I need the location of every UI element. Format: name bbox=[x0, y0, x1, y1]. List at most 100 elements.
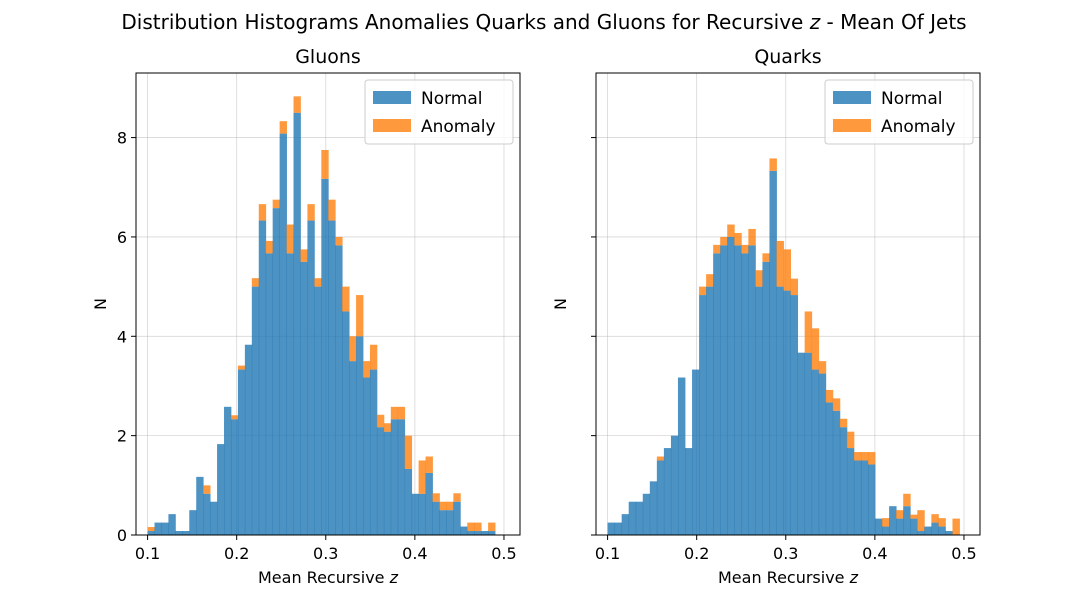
bar-anomaly bbox=[846, 431, 855, 449]
bar-anomaly bbox=[439, 501, 447, 511]
legend-swatch bbox=[373, 119, 411, 132]
bar-normal bbox=[175, 531, 183, 535]
bar-normal bbox=[300, 261, 308, 535]
bar-normal bbox=[607, 522, 616, 535]
x-tick-label: 0.4 bbox=[402, 544, 427, 563]
x-tick-label: 0.5 bbox=[491, 544, 516, 563]
bar-normal bbox=[924, 526, 932, 535]
bar-normal bbox=[635, 501, 644, 535]
bar-normal bbox=[217, 444, 225, 535]
bar-anomaly bbox=[237, 365, 246, 370]
bar-normal bbox=[481, 531, 489, 535]
bar-anomaly bbox=[748, 228, 756, 246]
bar-normal bbox=[279, 133, 287, 535]
bar-anomaly bbox=[251, 278, 260, 287]
bar-normal bbox=[727, 236, 735, 535]
bar-normal bbox=[488, 531, 496, 535]
subplot-title: Gluons bbox=[295, 46, 361, 68]
x-axis-label: Mean Recursive z bbox=[258, 568, 399, 587]
axes-frame bbox=[135, 72, 521, 536]
bar-anomaly bbox=[356, 295, 364, 337]
bar-anomaly bbox=[376, 414, 385, 428]
bar-normal bbox=[783, 290, 791, 535]
legend-label: Anomaly bbox=[421, 117, 496, 137]
bar-anomaly bbox=[272, 199, 281, 209]
bar-normal bbox=[755, 286, 763, 535]
bar-anomaly bbox=[147, 527, 155, 532]
y-tick-label: 6 bbox=[117, 228, 127, 247]
bar-anomaly bbox=[910, 514, 918, 519]
y-tick-label: 2 bbox=[117, 427, 127, 446]
y-tick-label: 4 bbox=[117, 327, 127, 346]
bar-anomaly bbox=[474, 522, 482, 532]
bar-normal bbox=[621, 514, 630, 535]
bar-normal bbox=[168, 514, 176, 535]
bar-anomaly bbox=[811, 328, 820, 370]
y-tick-label: 0 bbox=[117, 526, 127, 545]
bar-normal bbox=[432, 501, 440, 535]
bar-anomaly bbox=[931, 514, 939, 523]
bar-normal bbox=[818, 373, 827, 535]
bar-anomaly bbox=[952, 518, 960, 535]
bar-anomaly bbox=[230, 415, 239, 420]
bar-anomaly bbox=[258, 204, 267, 221]
bar-normal bbox=[839, 427, 848, 535]
bar-anomaly bbox=[390, 406, 399, 420]
bar-normal bbox=[769, 170, 777, 536]
bar-anomaly bbox=[369, 344, 378, 370]
x-tick-label: 0.5 bbox=[951, 544, 976, 563]
bar-anomaly bbox=[776, 240, 784, 287]
bar-anomaly bbox=[293, 96, 301, 113]
bar-normal bbox=[154, 522, 162, 535]
x-tick-label: 0.4 bbox=[862, 544, 887, 563]
bar-normal bbox=[397, 419, 406, 535]
bar-normal bbox=[383, 431, 392, 535]
bar-normal bbox=[910, 518, 918, 535]
bar-normal bbox=[692, 369, 700, 535]
bar-normal bbox=[685, 448, 693, 535]
bar-anomaly bbox=[896, 510, 904, 519]
bar-normal bbox=[860, 460, 869, 535]
legend: Normal Anomaly bbox=[364, 79, 514, 145]
bar-normal bbox=[804, 352, 813, 535]
bar-normal bbox=[314, 286, 322, 535]
axes-frame bbox=[595, 72, 981, 536]
bar-anomaly bbox=[832, 398, 841, 411]
bar-normal bbox=[272, 208, 281, 536]
bar-normal bbox=[342, 311, 350, 535]
bar-anomaly bbox=[790, 278, 799, 296]
bar-anomaly bbox=[699, 286, 707, 296]
bar-normal bbox=[293, 112, 301, 535]
bar-normal bbox=[230, 419, 239, 535]
bar-normal bbox=[889, 506, 897, 535]
bar-normal bbox=[328, 220, 336, 535]
bar-normal bbox=[390, 419, 399, 535]
bar-anomaly bbox=[328, 199, 336, 221]
bar-normal bbox=[938, 526, 946, 535]
bar-normal bbox=[614, 522, 623, 535]
bar-normal bbox=[474, 531, 482, 535]
bar-anomaly bbox=[818, 361, 827, 374]
bar-normal bbox=[258, 220, 267, 535]
bar-anomaly bbox=[741, 244, 749, 254]
y-axis-label: N bbox=[551, 298, 570, 310]
bar-normal bbox=[335, 245, 343, 535]
legend-label: Anomaly bbox=[881, 117, 956, 137]
bar-anomaly bbox=[404, 435, 413, 469]
bar-anomaly bbox=[203, 485, 211, 494]
bar-normal bbox=[418, 493, 426, 535]
bar-anomaly bbox=[286, 224, 294, 254]
bar-normal bbox=[286, 253, 294, 535]
bar-anomaly bbox=[783, 249, 791, 291]
bar-normal bbox=[853, 460, 862, 535]
bar-anomaly bbox=[321, 150, 329, 179]
bar-normal bbox=[349, 361, 357, 535]
bar-anomaly bbox=[727, 224, 735, 237]
bar-anomaly bbox=[706, 274, 714, 287]
gluons-panel: 0.1 0.2 0.3 0.4 0.5 0 2 4 6 8 Gluons Mean Recursive… bbox=[91, 46, 521, 587]
bar-anomaly bbox=[769, 158, 777, 171]
bar-normal bbox=[161, 522, 169, 535]
bar-normal bbox=[868, 464, 876, 535]
bar-normal bbox=[832, 410, 841, 535]
bar-anomaly bbox=[397, 406, 406, 420]
